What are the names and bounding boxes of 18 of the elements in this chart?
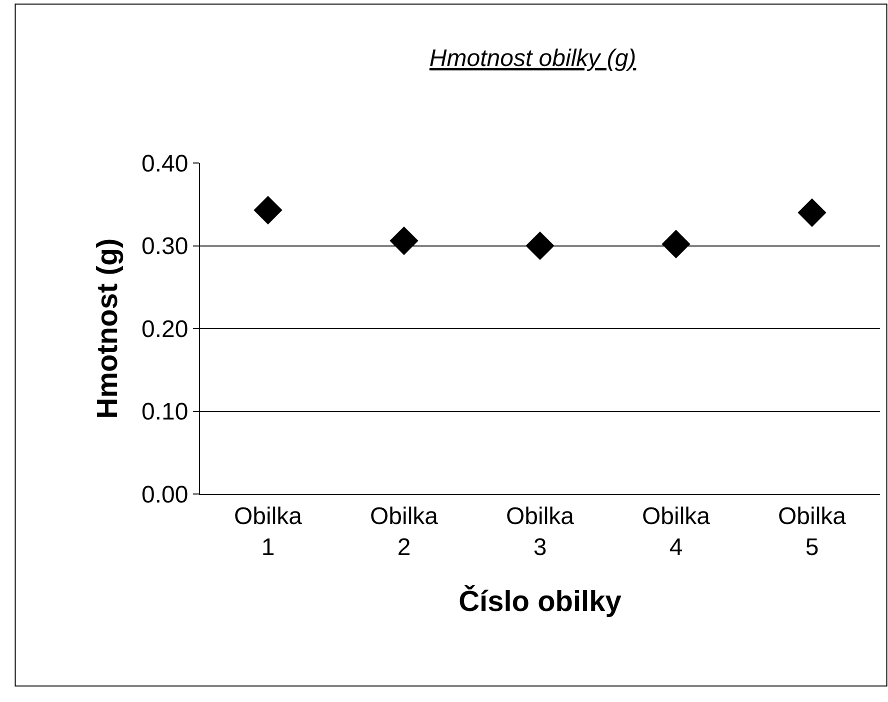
y-tick-label: 0.00 — [141, 481, 188, 508]
y-tick-label: 0.30 — [141, 233, 188, 260]
y-tick-label: 0.40 — [141, 150, 188, 178]
y-tick-label: 0.20 — [141, 316, 188, 343]
x-axis-title: Číslo obilky — [458, 584, 622, 618]
x-tick-label: Obilka 5 — [778, 502, 847, 561]
point — [254, 196, 282, 224]
point — [390, 226, 418, 256]
chart-title: Hmotnost obilky (g) — [429, 44, 636, 72]
y-axis-title: Hmotnost (g) — [92, 238, 124, 419]
x-tick-label: Obilka 1 — [234, 502, 303, 561]
x-tick-label: Obilka 2 — [370, 502, 439, 561]
point — [526, 231, 554, 260]
x-tick-label: Obilka 4 — [642, 502, 711, 561]
point — [798, 198, 826, 227]
y-tick-label: 0.10 — [141, 398, 188, 426]
x-tick-label: Obilka 3 — [506, 502, 575, 561]
point — [662, 230, 690, 258]
